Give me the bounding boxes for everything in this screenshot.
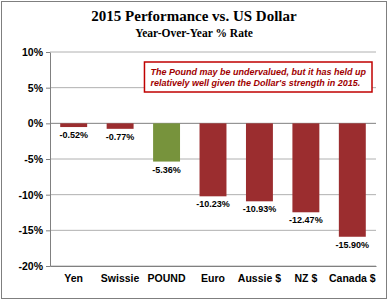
x-tick-label: Swissie [101, 272, 140, 284]
y-tick-label: -15% [18, 224, 43, 236]
y-tick-mark [46, 266, 50, 267]
subtitle: Year-Over-Year % Rate [135, 27, 253, 39]
annotation-text: The Pound may be undervalued, but it has… [150, 67, 366, 88]
data-label: -5.36% [152, 165, 181, 175]
x-tick: Euro [201, 266, 225, 284]
title: 2015 Performance vs. US Dollar [91, 8, 297, 24]
data-label: -10.93% [243, 204, 277, 214]
y-tick-mark [46, 123, 50, 124]
y-axis: 10% 5% 0% -5% -10% -15% -20% [18, 46, 50, 272]
y-tick-label: 5% [28, 82, 44, 94]
y-tick: -10% [18, 189, 50, 201]
data-labels: -0.52% -0.77% -5.36% -10.23% -10.93% -12.47% -… [59, 130, 369, 250]
grid-line [50, 230, 376, 231]
x-tick-label: Yen [64, 272, 83, 284]
y-tick: 5% [28, 82, 50, 94]
annotation-box [144, 62, 372, 92]
grid [50, 52, 376, 266]
grid-line [50, 266, 376, 267]
y-tick-mark [46, 230, 50, 231]
x-tick: Aussie $ [238, 266, 281, 284]
y-tick-label: -20% [18, 260, 43, 272]
x-tick: Swissie [101, 266, 140, 284]
x-tick: Yen [64, 266, 83, 284]
bar [200, 123, 227, 196]
y-tick: -20% [18, 260, 50, 272]
chart-frame [2, 2, 387, 299]
x-axis: Yen Swissie POUND Euro Aussie $ NZ $ Canada $ [51, 266, 377, 284]
y-tick: 10% [22, 46, 50, 58]
bar [292, 123, 319, 212]
bar [339, 123, 366, 236]
data-label: -0.77% [106, 132, 135, 142]
y-tick: 0% [28, 117, 50, 129]
y-tick-mark [46, 159, 50, 160]
y-tick-label: -5% [24, 153, 43, 165]
chart: 2015 Performance vs. US Dollar Year-Over-… [0, 0, 388, 300]
x-tick-label: POUND [148, 272, 186, 284]
y-tick-label: 0% [28, 117, 44, 129]
data-label: -0.52% [59, 130, 88, 140]
annotation: The Pound may be undervalued, but it has… [144, 62, 372, 92]
x-tick-label: Aussie $ [238, 272, 281, 284]
x-tick-label: NZ $ [294, 272, 317, 284]
grid-line [50, 52, 376, 53]
data-label: -15.90% [336, 240, 370, 250]
y-tick-label: 10% [22, 46, 44, 58]
y-tick-label: -10% [18, 189, 43, 201]
x-tick: POUND [148, 266, 186, 284]
bar [107, 123, 134, 128]
y-tick: -15% [18, 224, 50, 236]
data-label: -12.47% [289, 215, 323, 225]
x-tick-label: Canada $ [329, 272, 376, 284]
y-tick-mark [46, 195, 50, 196]
bar [153, 123, 180, 161]
bar [246, 123, 273, 201]
x-tick-label: Euro [201, 272, 225, 284]
x-tick: Canada $ [329, 266, 376, 284]
bars [60, 123, 366, 236]
x-axis-line [51, 266, 377, 267]
y-tick-mark [46, 52, 50, 53]
plot: 10% 5% 0% -5% -10% -15% -20% Yen Swissie POUND Eur… [18, 46, 376, 285]
y-axis-line [50, 53, 51, 267]
data-label: -10.23% [196, 199, 230, 209]
y-tick-mark [46, 88, 50, 89]
x-tick: NZ $ [294, 266, 317, 284]
bar [60, 123, 87, 127]
y-tick: -5% [24, 153, 50, 165]
